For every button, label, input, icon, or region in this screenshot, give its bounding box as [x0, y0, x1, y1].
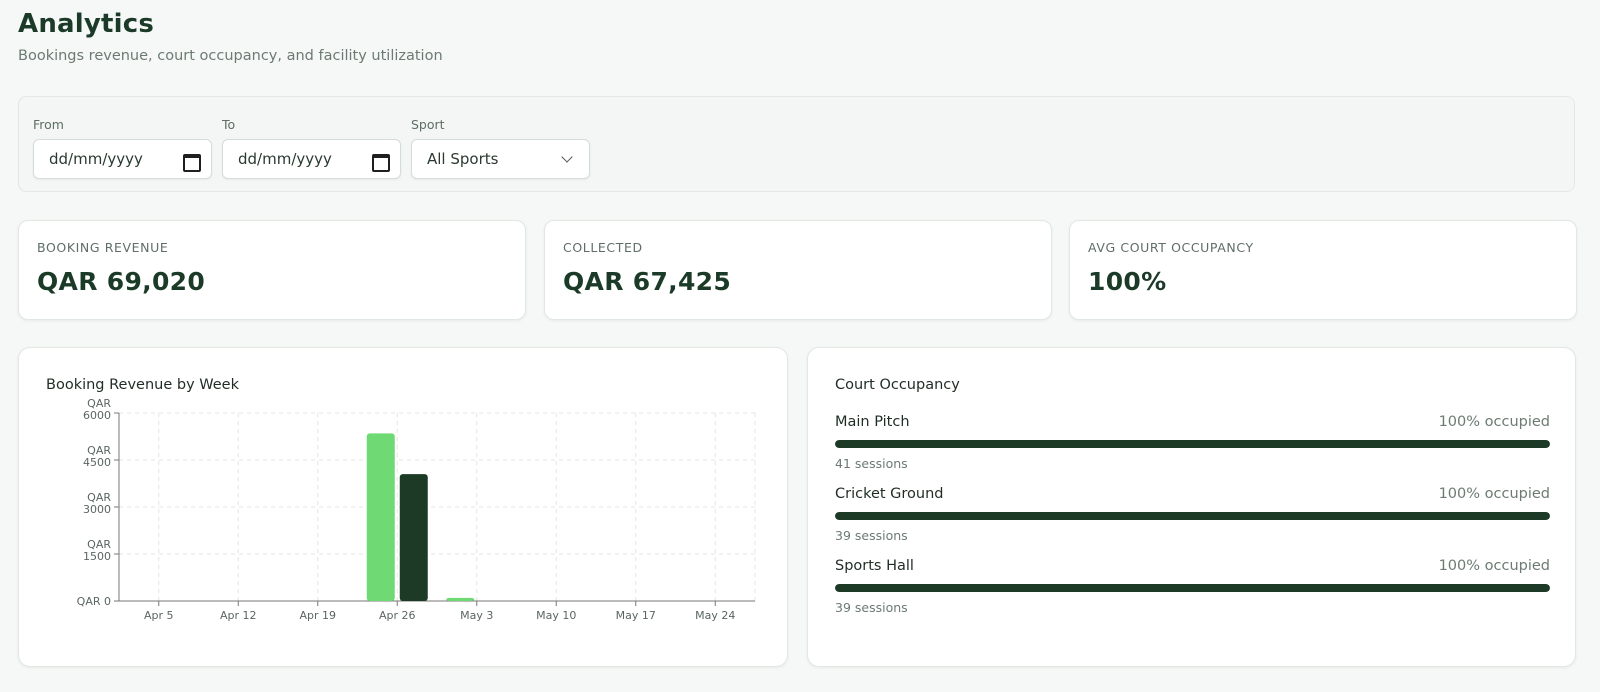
y-tick-label: QAR 4500: [83, 444, 111, 469]
court-name: Cricket Ground: [835, 486, 944, 502]
to-filter: To dd/mm/yyyy: [222, 117, 401, 179]
occupancy-bar-fill: [835, 512, 1550, 520]
bar: [366, 433, 395, 601]
to-date-value: dd/mm/yyyy: [238, 150, 332, 168]
session-count: 41 sessions: [835, 456, 908, 471]
stat-label: AVG COURT OCCUPANCY: [1088, 240, 1254, 255]
sport-select-value: All Sports: [427, 150, 499, 168]
court-name: Main Pitch: [835, 414, 910, 430]
stat-value: QAR 67,425: [563, 267, 732, 296]
x-tick-label: May 24: [695, 609, 735, 622]
stat-label: BOOKING REVENUE: [37, 240, 169, 255]
y-tick-label: QAR 0: [77, 595, 111, 608]
occupancy-bar: [835, 512, 1550, 520]
x-tick-label: Apr 12: [220, 609, 257, 622]
x-tick-label: May 3: [460, 609, 493, 622]
session-count: 39 sessions: [835, 528, 908, 543]
bar: [446, 597, 475, 601]
occupancy-row: Sports Hall 100% occupied 39 sessions: [835, 558, 1550, 630]
sport-select[interactable]: All Sports: [411, 139, 590, 179]
calendar-icon[interactable]: [183, 152, 201, 172]
y-tick-label: QAR 6000: [83, 397, 111, 422]
stat-card-booking-revenue: BOOKING REVENUE QAR 69,020: [18, 220, 526, 320]
revenue-chart: QAR 0 QAR 1500 QAR 3000 QAR 4500 QAR 6000 Apr 5 Ap…: [77, 397, 756, 622]
chevron-down-icon: [561, 151, 573, 163]
occupancy-percent: 100% occupied: [1438, 414, 1550, 430]
stat-value: QAR 69,020: [37, 267, 206, 296]
from-date-input[interactable]: dd/mm/yyyy: [33, 139, 212, 179]
occupancy-bar: [835, 584, 1550, 592]
stat-card-avg-occupancy: AVG COURT OCCUPANCY 100%: [1069, 220, 1577, 320]
x-tick-label: May 17: [616, 609, 656, 622]
y-tick-label: QAR 1500: [83, 538, 111, 563]
to-date-input[interactable]: dd/mm/yyyy: [222, 139, 401, 179]
stat-card-collected: COLLECTED QAR 67,425: [544, 220, 1052, 320]
sport-filter: Sport All Sports: [411, 117, 590, 179]
x-tick-label: Apr 5: [144, 609, 174, 622]
session-count: 39 sessions: [835, 600, 908, 615]
occupancy-panel: Court Occupancy Main Pitch 100% occupied 4…: [807, 347, 1576, 667]
to-label: To: [222, 117, 236, 132]
page-title: Analytics: [18, 9, 155, 39]
stat-value: 100%: [1088, 267, 1167, 296]
x-tick-label: Apr 19: [299, 609, 336, 622]
occupancy-bar: [835, 440, 1550, 448]
revenue-chart-panel: Booking Revenue by Week QAR 0 QAR 1500 QAR 3…: [18, 347, 788, 667]
court-name: Sports Hall: [835, 558, 914, 574]
occupancy-row: Main Pitch 100% occupied 41 sessions: [835, 414, 1550, 486]
occupancy-percent: 100% occupied: [1438, 558, 1550, 574]
sport-label: Sport: [411, 117, 445, 132]
from-filter: From dd/mm/yyyy: [33, 117, 212, 179]
occupancy-title: Court Occupancy: [835, 377, 960, 393]
occupancy-row: Cricket Ground 100% occupied 39 sessions: [835, 486, 1550, 558]
stat-label: COLLECTED: [563, 240, 643, 255]
calendar-icon[interactable]: [372, 152, 390, 172]
occupancy-percent: 100% occupied: [1438, 486, 1550, 502]
filter-bar: From dd/mm/yyyy To dd/mm/yyyy Sport All …: [18, 96, 1575, 192]
page-subtitle: Bookings revenue, court occupancy, and f…: [18, 48, 443, 64]
occupancy-list: Main Pitch 100% occupied 41 sessions Cricke…: [835, 414, 1550, 630]
x-tick-label: Apr 26: [379, 609, 416, 622]
from-date-value: dd/mm/yyyy: [49, 150, 143, 168]
from-label: From: [33, 117, 64, 132]
occupancy-bar-fill: [835, 584, 1550, 592]
bar: [399, 474, 428, 601]
revenue-chart-title: Booking Revenue by Week: [46, 377, 239, 393]
x-tick-label: May 10: [536, 609, 576, 622]
y-tick-label: QAR 3000: [83, 491, 111, 516]
occupancy-bar-fill: [835, 440, 1550, 448]
